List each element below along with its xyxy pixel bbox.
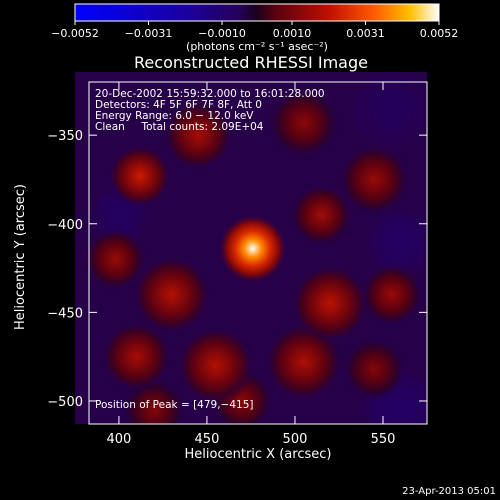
heatmap-source [343, 338, 406, 401]
colorbar-tick-label: −0.0010 [198, 27, 246, 40]
y-axis-title: Heliocentric Y (arcsec) [13, 184, 28, 330]
info-detectors: Detectors: 4F 5F 6F 7F 8F, Att 0 [95, 99, 262, 111]
heatmap-source [291, 264, 369, 343]
colorbar-ticks: −0.0052 −0.0031 −0.0010 0.0010 0.0031 0.0052 [51, 21, 458, 40]
colorbar-unit-label: (photons cm⁻² s⁻¹ asec⁻²) [186, 40, 328, 53]
colorbar-tick-label: 0.0031 [346, 27, 385, 40]
y-tick-label: −500 [47, 395, 83, 410]
y-tick-label: −400 [47, 218, 83, 233]
info-time-range: 20-Dec-2002 15:59:32.000 to 16:01:28.000 [95, 88, 325, 100]
x-tick-label: 450 [195, 432, 220, 447]
heatmap-source [177, 326, 255, 405]
colorbar-gradient [74, 3, 440, 22]
x-tick-label: 400 [107, 432, 132, 447]
axis-ticks: 400 450 500 550 −350 −400 −450 −500 [47, 82, 427, 447]
heatmap-source [133, 255, 211, 334]
colorbar-tick-label: −0.0052 [51, 27, 99, 40]
heatmap-source [339, 144, 410, 215]
colorbar: −0.0052 −0.0031 −0.0010 0.0010 0.0031 0.0052 … [51, 3, 458, 53]
heatmap-source [163, 100, 234, 171]
colorbar-tick-label: 0.0010 [273, 27, 312, 40]
peak-position-label: Position of Peak = [479,−415] [95, 399, 254, 411]
x-axis-title: Heliocentric X (arcsec) [185, 447, 332, 462]
heatmap-source [109, 144, 172, 207]
colorbar-tick-label: −0.0031 [125, 27, 173, 40]
heatmap-image [75, 72, 427, 424]
heatmap-source [268, 87, 339, 158]
y-tick-label: −450 [47, 306, 83, 321]
x-tick-label: 550 [371, 432, 396, 447]
heatmap-source [290, 183, 353, 246]
observation-info: 20-Dec-2002 15:59:32.000 to 16:01:28.000… [95, 88, 325, 411]
heatmap-source [84, 228, 147, 291]
info-clean-counts: Clean Total counts: 2.09E+04 [95, 121, 264, 133]
plot-frame [88, 81, 428, 425]
heatmap-source [265, 323, 343, 401]
plot-area: 400 450 500 550 −350 −400 −450 −500 [47, 72, 428, 447]
colorbar-tick-label: 0.0052 [420, 27, 459, 40]
heatmap-source [360, 263, 423, 326]
heatmap-source [361, 202, 427, 281]
footer-timestamp: 23-Apr-2013 05:01 [402, 486, 496, 497]
chart-title: Reconstructed RHESSI Image [134, 53, 368, 72]
x-tick-label: 500 [283, 432, 308, 447]
heatmap-source [345, 72, 427, 156]
heatmap-source [101, 321, 172, 392]
info-energy-range: Energy Range: 6.0 − 12.0 keV [95, 110, 254, 122]
y-tick-label: −350 [47, 129, 83, 144]
heatmap-source [217, 213, 288, 284]
